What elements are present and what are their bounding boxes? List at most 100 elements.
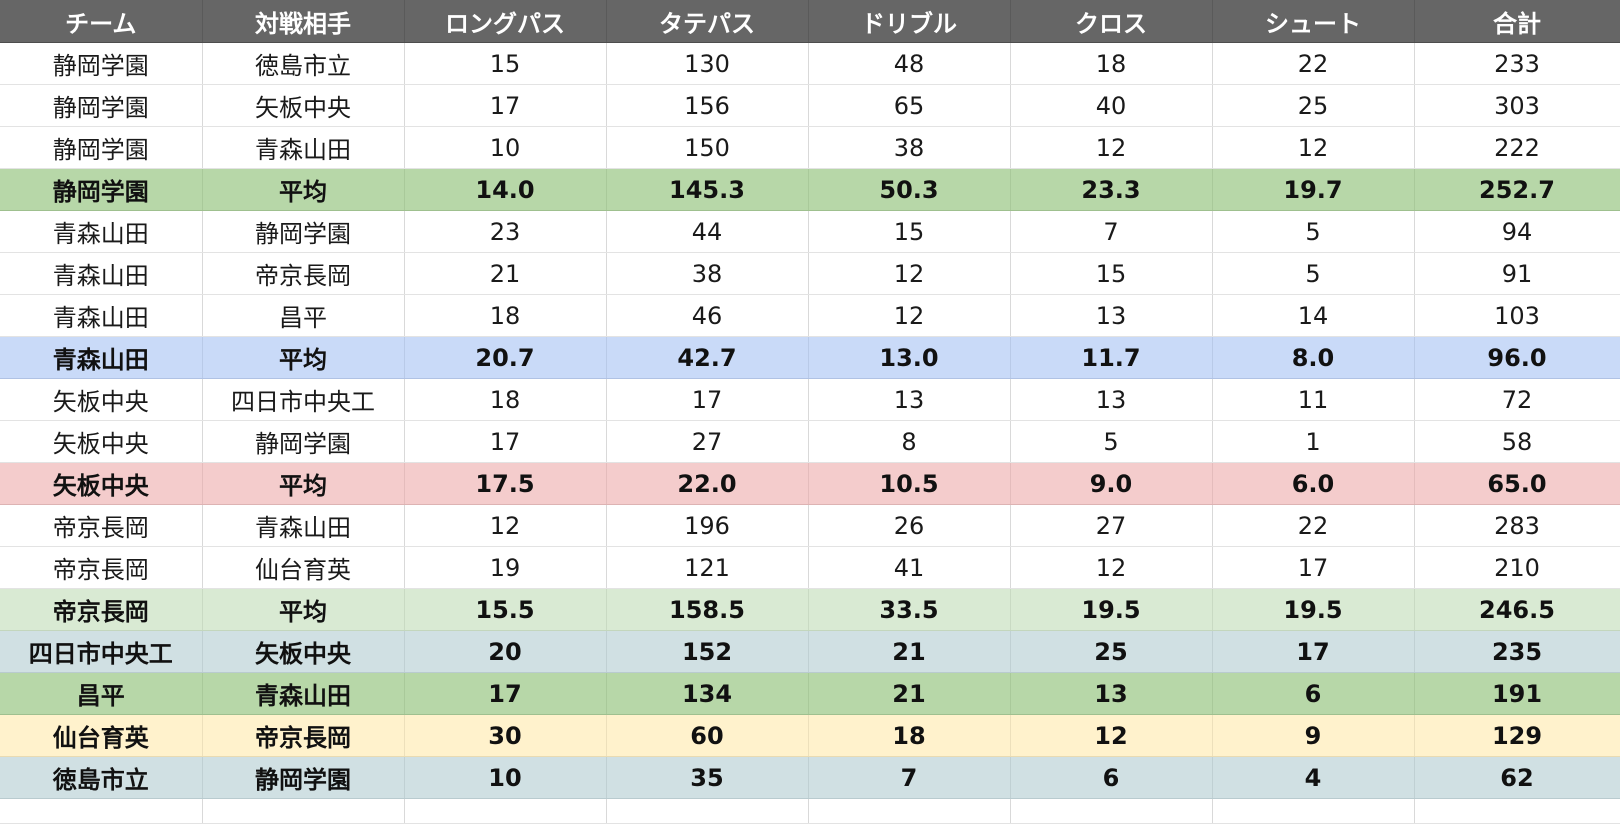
cell-opponent[interactable]: 青森山田 <box>202 672 405 715</box>
empty-cell[interactable] <box>606 798 809 824</box>
empty-cell[interactable] <box>0 798 203 824</box>
cell-shoot[interactable]: 17 <box>1212 630 1415 673</box>
cell-dribble[interactable]: 33.5 <box>808 588 1011 631</box>
cell-opponent[interactable]: 帝京長岡 <box>202 252 405 295</box>
cell-shoot[interactable]: 22 <box>1212 42 1415 85</box>
cell-opponent[interactable]: 青森山田 <box>202 504 405 547</box>
cell-dribble[interactable]: 15 <box>808 210 1011 253</box>
cell-total[interactable]: 303 <box>1414 84 1620 127</box>
cell-dribble[interactable]: 13 <box>808 378 1011 421</box>
cell-long-pass[interactable]: 17 <box>404 84 607 127</box>
cell-cross[interactable]: 13 <box>1010 672 1213 715</box>
cell-opponent[interactable]: 四日市中央工 <box>202 378 405 421</box>
cell-dribble[interactable]: 8 <box>808 420 1011 463</box>
cell-dribble[interactable]: 18 <box>808 714 1011 757</box>
empty-cell[interactable] <box>1414 798 1620 824</box>
cell-shoot[interactable]: 19.5 <box>1212 588 1415 631</box>
cell-team[interactable]: 静岡学園 <box>0 168 203 211</box>
cell-dribble[interactable]: 26 <box>808 504 1011 547</box>
cell-vertical-pass[interactable]: 38 <box>606 252 809 295</box>
column-header-team[interactable]: チーム <box>0 0 203 43</box>
cell-dribble[interactable]: 38 <box>808 126 1011 169</box>
cell-total[interactable]: 210 <box>1414 546 1620 589</box>
cell-long-pass[interactable]: 17.5 <box>404 462 607 505</box>
cell-vertical-pass[interactable]: 42.7 <box>606 336 809 379</box>
cell-vertical-pass[interactable]: 134 <box>606 672 809 715</box>
cell-total[interactable]: 58 <box>1414 420 1620 463</box>
cell-opponent[interactable]: 矢板中央 <box>202 84 405 127</box>
cell-vertical-pass[interactable]: 22.0 <box>606 462 809 505</box>
cell-cross[interactable]: 25 <box>1010 630 1213 673</box>
cell-team[interactable]: 青森山田 <box>0 336 203 379</box>
cell-cross[interactable]: 7 <box>1010 210 1213 253</box>
cell-dribble[interactable]: 41 <box>808 546 1011 589</box>
cell-opponent[interactable]: 平均 <box>202 462 405 505</box>
empty-cell[interactable] <box>202 798 405 824</box>
cell-shoot[interactable]: 6.0 <box>1212 462 1415 505</box>
cell-opponent[interactable]: 静岡学園 <box>202 756 405 799</box>
cell-vertical-pass[interactable]: 130 <box>606 42 809 85</box>
cell-shoot[interactable]: 6 <box>1212 672 1415 715</box>
cell-shoot[interactable]: 8.0 <box>1212 336 1415 379</box>
cell-vertical-pass[interactable]: 150 <box>606 126 809 169</box>
cell-cross[interactable]: 40 <box>1010 84 1213 127</box>
cell-shoot[interactable]: 9 <box>1212 714 1415 757</box>
cell-long-pass[interactable]: 17 <box>404 672 607 715</box>
cell-team[interactable]: 青森山田 <box>0 294 203 337</box>
cell-opponent[interactable]: 青森山田 <box>202 126 405 169</box>
cell-vertical-pass[interactable]: 145.3 <box>606 168 809 211</box>
cell-cross[interactable]: 19.5 <box>1010 588 1213 631</box>
column-header-dribble[interactable]: ドリブル <box>808 0 1011 43</box>
cell-shoot[interactable]: 5 <box>1212 210 1415 253</box>
cell-dribble[interactable]: 7 <box>808 756 1011 799</box>
cell-shoot[interactable]: 25 <box>1212 84 1415 127</box>
column-header-shoot[interactable]: シュート <box>1212 0 1415 43</box>
cell-total[interactable]: 65.0 <box>1414 462 1620 505</box>
cell-team[interactable]: 静岡学園 <box>0 126 203 169</box>
cell-cross[interactable]: 12 <box>1010 126 1213 169</box>
cell-shoot[interactable]: 4 <box>1212 756 1415 799</box>
cell-dribble[interactable]: 21 <box>808 630 1011 673</box>
cell-long-pass[interactable]: 20 <box>404 630 607 673</box>
cell-team[interactable]: 青森山田 <box>0 252 203 295</box>
cell-vertical-pass[interactable]: 121 <box>606 546 809 589</box>
cell-cross[interactable]: 5 <box>1010 420 1213 463</box>
cell-dribble[interactable]: 10.5 <box>808 462 1011 505</box>
cell-long-pass[interactable]: 12 <box>404 504 607 547</box>
cell-cross[interactable]: 18 <box>1010 42 1213 85</box>
cell-long-pass[interactable]: 30 <box>404 714 607 757</box>
cell-total[interactable]: 246.5 <box>1414 588 1620 631</box>
cell-shoot[interactable]: 11 <box>1212 378 1415 421</box>
cell-opponent[interactable]: 平均 <box>202 168 405 211</box>
cell-vertical-pass[interactable]: 46 <box>606 294 809 337</box>
cell-vertical-pass[interactable]: 156 <box>606 84 809 127</box>
cell-long-pass[interactable]: 15 <box>404 42 607 85</box>
cell-opponent[interactable]: 徳島市立 <box>202 42 405 85</box>
cell-opponent[interactable]: 昌平 <box>202 294 405 337</box>
cell-team[interactable]: 帝京長岡 <box>0 546 203 589</box>
cell-vertical-pass[interactable]: 158.5 <box>606 588 809 631</box>
cell-total[interactable]: 91 <box>1414 252 1620 295</box>
empty-cell[interactable] <box>1212 798 1415 824</box>
cell-team[interactable]: 帝京長岡 <box>0 504 203 547</box>
cell-team[interactable]: 徳島市立 <box>0 756 203 799</box>
cell-total[interactable]: 103 <box>1414 294 1620 337</box>
column-header-vertical-pass[interactable]: タテパス <box>606 0 809 43</box>
cell-shoot[interactable]: 12 <box>1212 126 1415 169</box>
cell-long-pass[interactable]: 14.0 <box>404 168 607 211</box>
cell-cross[interactable]: 13 <box>1010 294 1213 337</box>
cell-cross[interactable]: 13 <box>1010 378 1213 421</box>
cell-total[interactable]: 252.7 <box>1414 168 1620 211</box>
empty-cell[interactable] <box>808 798 1011 824</box>
cell-team[interactable]: 矢板中央 <box>0 378 203 421</box>
cell-dribble[interactable]: 13.0 <box>808 336 1011 379</box>
cell-dribble[interactable]: 50.3 <box>808 168 1011 211</box>
cell-team[interactable]: 四日市中央工 <box>0 630 203 673</box>
cell-team[interactable]: 静岡学園 <box>0 84 203 127</box>
cell-cross[interactable]: 23.3 <box>1010 168 1213 211</box>
cell-total[interactable]: 283 <box>1414 504 1620 547</box>
column-header-cross[interactable]: クロス <box>1010 0 1213 43</box>
cell-long-pass[interactable]: 10 <box>404 756 607 799</box>
cell-long-pass[interactable]: 21 <box>404 252 607 295</box>
cell-total[interactable]: 96.0 <box>1414 336 1620 379</box>
